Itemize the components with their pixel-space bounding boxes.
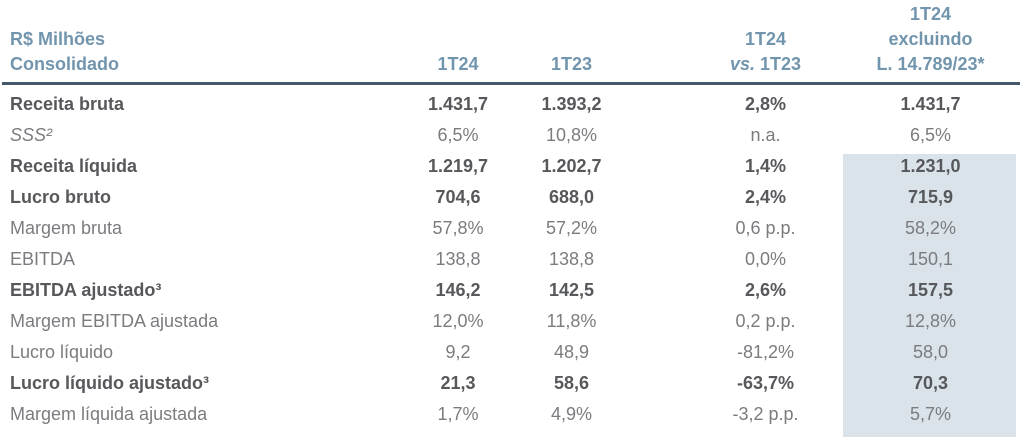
table-row: EBITDA 138,8 138,8 0,0% 150,1	[2, 244, 1020, 275]
value-1t23: 138,8	[548, 249, 595, 269]
table-row: Receita bruta 1.431,7 1.393,2 2,8% 1.431…	[2, 89, 1020, 120]
table-row: SSS² 6,5% 10,8% n.a. 6,5%	[2, 120, 1020, 151]
value-variation: 2,8%	[744, 94, 787, 114]
row-label: Margem bruta	[10, 218, 123, 238]
variation-header-line2: vs. 1T23	[688, 52, 843, 77]
value-1t23: 58,6	[553, 373, 590, 393]
table-row: Lucro líquido ajustado³ 21,3 58,6 -63,7%…	[2, 368, 1020, 399]
value-1t24: 9,2	[445, 342, 471, 362]
value-1t24: 57,8%	[432, 218, 484, 238]
value-variation: 2,4%	[744, 187, 787, 207]
table-title: R$ Milhões Consolidado	[2, 27, 385, 77]
value-variation: -81,2%	[736, 342, 795, 362]
row-label: Lucro bruto	[10, 187, 111, 207]
table-row: Margem EBITDA ajustada 12,0% 11,8% 0,2 p…	[2, 306, 1020, 337]
value-excluding: 157,5	[907, 280, 954, 300]
vs-period-label: 1T23	[760, 54, 802, 74]
value-1t23: 1.202,7	[541, 156, 602, 176]
row-label: EBITDA ajustado³	[10, 280, 162, 300]
row-label: Lucro líquido	[10, 342, 114, 362]
table-row: Lucro líquido 9,2 48,9 -81,2% 58,0	[2, 337, 1020, 368]
excluding-header-line2: excluindo	[888, 29, 973, 49]
value-excluding: 150,1	[907, 249, 954, 269]
table-title-line2: Consolidado	[10, 54, 119, 74]
value-excluding: 1.231,0	[900, 156, 961, 176]
excluding-header-line3: L. 14.789/23*	[876, 54, 985, 74]
table-row: Margem bruta 57,8% 57,2% 0,6 p.p. 58,2%	[2, 213, 1020, 244]
value-1t24: 704,6	[435, 187, 481, 207]
value-excluding: 58,0	[912, 342, 949, 362]
row-label: Margem EBITDA ajustada	[10, 311, 219, 331]
vs-label: vs.	[729, 54, 755, 74]
value-excluding: 6,5%	[909, 125, 952, 145]
variation-header-line1: 1T24	[744, 29, 787, 49]
value-variation: 1,4%	[744, 156, 787, 176]
value-1t24: 12,0%	[432, 311, 484, 331]
value-excluding: 1.431,7	[900, 94, 961, 114]
value-excluding: 70,3	[912, 373, 949, 393]
header-rule-gap	[529, 85, 531, 88]
row-label: Receita líquida	[10, 156, 138, 176]
value-1t24: 21,3	[440, 373, 476, 393]
value-excluding: 58,2%	[904, 218, 957, 238]
column-header-1t24: 1T24	[437, 54, 479, 74]
table-row: Lucro bruto 704,6 688,0 2,4% 715,9	[2, 182, 1020, 213]
value-variation: -3,2 p.p.	[732, 404, 799, 424]
table-header-row: R$ Milhões Consolidado 1T24 1T23 1T24 vs…	[2, 0, 1020, 85]
value-variation: 0,2 p.p.	[735, 311, 796, 331]
value-excluding: 5,7%	[909, 404, 952, 424]
value-variation: n.a.	[750, 125, 781, 145]
row-label: Lucro líquido ajustado³	[10, 373, 209, 393]
row-label: Receita bruta	[10, 94, 125, 114]
value-1t24: 1,7%	[437, 404, 479, 424]
header-rule-gap	[841, 85, 843, 88]
excluding-column-highlight	[843, 154, 1016, 437]
table-row: EBITDA ajustado³ 146,2 142,5 2,6% 157,5	[2, 275, 1020, 306]
value-variation: 0,0%	[744, 249, 787, 269]
value-1t24: 146,2	[435, 280, 481, 300]
value-variation: 2,6%	[744, 280, 787, 300]
column-header-1t23: 1T23	[550, 54, 593, 74]
value-1t23: 142,5	[548, 280, 595, 300]
table-title-line1: R$ Milhões	[10, 29, 106, 49]
table-row: Receita líquida 1.219,7 1.202,7 1,4% 1.2…	[2, 151, 1020, 182]
value-1t23: 1.393,2	[541, 94, 602, 114]
value-1t23: 10,8%	[545, 125, 598, 145]
value-1t23: 688,0	[548, 187, 595, 207]
value-1t23: 57,2%	[545, 218, 598, 238]
row-label: EBITDA	[10, 249, 76, 269]
value-variation: 0,6 p.p.	[735, 218, 796, 238]
row-label: SSS²	[10, 125, 53, 145]
value-1t24: 6,5%	[437, 125, 479, 145]
value-1t23: 11,8%	[546, 311, 597, 331]
value-1t24: 1.431,7	[427, 94, 489, 114]
excluding-header-line1: 1T24	[909, 4, 952, 24]
value-1t23: 4,9%	[550, 404, 593, 424]
value-1t24: 1.219,7	[427, 156, 489, 176]
value-1t23: 48,9	[553, 342, 590, 362]
column-header-variation: 1T24 vs. 1T23	[688, 27, 843, 77]
table-body: Receita bruta 1.431,7 1.393,2 2,8% 1.431…	[2, 85, 1020, 430]
value-excluding: 715,9	[907, 187, 954, 207]
value-variation: -63,7%	[736, 373, 795, 393]
value-1t24: 138,8	[435, 249, 481, 269]
header-rule-gap	[686, 85, 688, 88]
table-row: Margem líquida ajustada 1,7% 4,9% -3,2 p…	[2, 399, 1020, 430]
header-rule-gap	[383, 85, 385, 88]
row-label: Margem líquida ajustada	[10, 404, 208, 424]
column-header-excluding: 1T24 excluindo L. 14.789/23*	[843, 2, 1018, 77]
value-excluding: 12,8%	[904, 311, 957, 331]
consolidated-results-table: R$ Milhões Consolidado 1T24 1T23 1T24 vs…	[2, 0, 1020, 430]
